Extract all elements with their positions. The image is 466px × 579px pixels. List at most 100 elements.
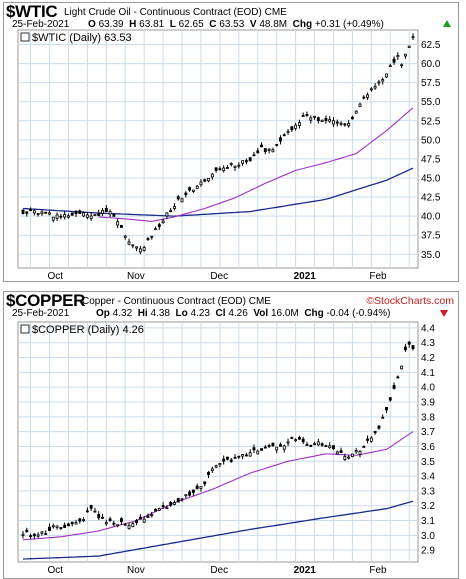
candlestick <box>366 435 370 444</box>
candlestick <box>388 397 392 402</box>
candlestick <box>377 79 381 86</box>
wtic-contract-name: Light Crude Oil - Continuous Contract (E… <box>64 7 287 18</box>
candlestick <box>138 514 142 520</box>
y-tick-label: 3.8 <box>421 412 435 423</box>
copper-date: 25-Feb-2021 <box>12 308 70 319</box>
candlestick <box>320 119 324 122</box>
candlestick <box>184 191 188 198</box>
candlestick <box>263 148 267 155</box>
candlestick <box>339 121 343 127</box>
candlestick <box>305 111 309 117</box>
candlestick <box>347 120 351 128</box>
candlestick <box>150 235 154 240</box>
y-tick-label: 3.5 <box>421 457 435 468</box>
candlestick <box>191 489 195 497</box>
candlestick <box>237 162 241 169</box>
candlestick <box>135 246 139 252</box>
candlestick <box>324 444 328 448</box>
x-tick-label: Oct <box>48 565 64 576</box>
candlestick <box>237 455 241 459</box>
candlestick <box>256 449 260 455</box>
candlestick <box>93 214 97 217</box>
candlestick <box>275 143 279 147</box>
candlestick <box>354 110 358 114</box>
candlestick <box>256 147 260 154</box>
candlestick <box>388 63 392 68</box>
x-tick-label: Feb <box>369 271 387 281</box>
candlestick <box>260 448 263 451</box>
plot-legend: $WTIC (Daily) 63.53 <box>20 32 132 44</box>
candlestick <box>294 438 298 442</box>
y-tick-label: 4.3 <box>421 338 435 349</box>
candlestick <box>165 505 169 510</box>
candlestick <box>369 87 373 92</box>
candlestick <box>138 245 142 255</box>
candlestick <box>82 211 86 218</box>
candlestick <box>241 454 245 460</box>
candlestick <box>218 462 222 468</box>
candlestick <box>248 156 252 162</box>
candlestick <box>169 207 173 213</box>
y-tick-label: 3.0 <box>421 531 435 542</box>
candlestick <box>135 518 139 526</box>
candlestick <box>188 186 192 192</box>
copper-contract-name: Copper - Continuous Contract (EOD) CME <box>82 296 271 307</box>
candlestick <box>40 531 44 536</box>
candlestick <box>286 438 290 447</box>
candlestick <box>74 519 78 525</box>
candlestick <box>48 210 51 216</box>
long-moving-average-line <box>22 500 414 560</box>
candlestick <box>48 523 51 532</box>
short-moving-average-line <box>22 431 414 541</box>
candlestick <box>252 151 256 157</box>
candlestick <box>407 45 411 48</box>
candlestick <box>36 212 40 217</box>
y-tick-label: 3.9 <box>421 398 435 409</box>
candlestick <box>332 117 335 128</box>
y-tick-label: 3.2 <box>421 501 435 512</box>
candlestick <box>142 245 146 252</box>
candlestick <box>51 216 55 223</box>
candlestick <box>335 119 339 127</box>
y-tick-label: 60.0 <box>421 59 441 70</box>
candlestick <box>286 129 290 135</box>
candlestick <box>70 212 74 216</box>
candlestick <box>154 508 157 512</box>
candlestick <box>218 166 222 171</box>
candlestick <box>241 160 245 167</box>
candlestick <box>123 235 127 240</box>
candlestick <box>335 450 339 455</box>
candlestick <box>195 184 199 189</box>
candlestick <box>210 173 214 180</box>
candlestick <box>328 116 332 124</box>
candlestick <box>301 112 305 117</box>
candlestick <box>131 521 135 528</box>
candlestick <box>343 122 347 127</box>
wtic-chart-panel: $WTIC Light Crude Oil - Continuous Contr… <box>3 2 459 282</box>
candlestick <box>157 507 161 512</box>
copper-stats: Op 4.32 Hi 4.38 Lo 4.23 Cl 4.26 Vol 16.0… <box>96 308 391 319</box>
candlestick <box>207 177 210 183</box>
candlestick <box>191 189 195 193</box>
candlestick <box>104 519 108 526</box>
candlestick <box>127 522 131 530</box>
candlestick <box>381 414 385 419</box>
candlestick <box>244 452 248 457</box>
candlestick <box>146 236 150 242</box>
candlestick <box>66 522 70 527</box>
wtic-symbol: $WTIC <box>6 2 58 21</box>
y-tick-label: 62.5 <box>421 40 441 51</box>
candlestick <box>59 213 63 220</box>
y-tick-label: 4.0 <box>421 383 435 394</box>
plot-legend: $COPPER (Daily) 4.26 <box>20 324 144 336</box>
candlestick <box>252 444 256 454</box>
x-tick-label: Nov <box>127 271 145 281</box>
candlestick <box>301 436 305 445</box>
wtic-price-plot: 35.0 37.5 40.0 42.5 45.0 47.5 50.0 52.5 55.0 57.5… <box>17 29 441 281</box>
candlestick <box>222 455 226 465</box>
candlestick <box>173 500 176 506</box>
plot-area <box>17 321 419 563</box>
candlestick <box>396 375 400 379</box>
candlestick <box>154 226 157 231</box>
candlestick <box>199 486 203 492</box>
